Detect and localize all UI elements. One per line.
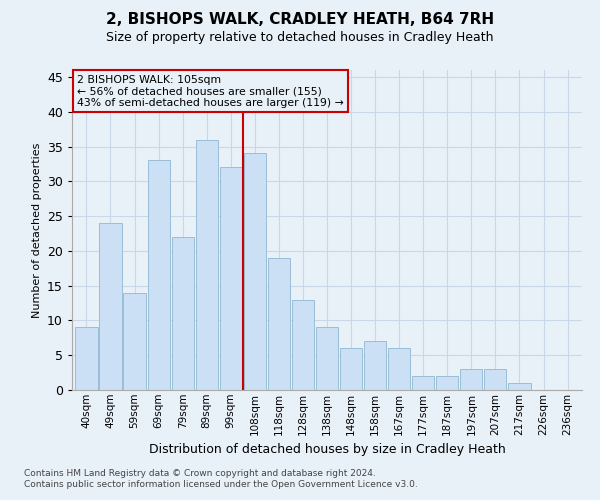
Text: Contains public sector information licensed under the Open Government Licence v3: Contains public sector information licen…: [24, 480, 418, 489]
Bar: [196, 140, 218, 390]
Bar: [220, 168, 242, 390]
Bar: [268, 258, 290, 390]
Bar: [172, 237, 194, 390]
Bar: [436, 376, 458, 390]
Bar: [292, 300, 314, 390]
Bar: [316, 328, 338, 390]
Bar: [388, 348, 410, 390]
Bar: [76, 328, 98, 390]
Bar: [484, 369, 506, 390]
Text: Size of property relative to detached houses in Cradley Heath: Size of property relative to detached ho…: [106, 31, 494, 44]
Y-axis label: Number of detached properties: Number of detached properties: [32, 142, 41, 318]
Bar: [340, 348, 362, 390]
Bar: [148, 160, 170, 390]
Bar: [460, 369, 482, 390]
Bar: [412, 376, 434, 390]
Bar: [100, 223, 122, 390]
X-axis label: Distribution of detached houses by size in Cradley Heath: Distribution of detached houses by size …: [149, 443, 505, 456]
Bar: [244, 154, 266, 390]
Text: 2 BISHOPS WALK: 105sqm
← 56% of detached houses are smaller (155)
43% of semi-de: 2 BISHOPS WALK: 105sqm ← 56% of detached…: [77, 75, 344, 108]
Text: 2, BISHOPS WALK, CRADLEY HEATH, B64 7RH: 2, BISHOPS WALK, CRADLEY HEATH, B64 7RH: [106, 12, 494, 28]
Text: Contains HM Land Registry data © Crown copyright and database right 2024.: Contains HM Land Registry data © Crown c…: [24, 468, 376, 477]
Bar: [508, 383, 530, 390]
Bar: [364, 342, 386, 390]
Bar: [124, 292, 146, 390]
